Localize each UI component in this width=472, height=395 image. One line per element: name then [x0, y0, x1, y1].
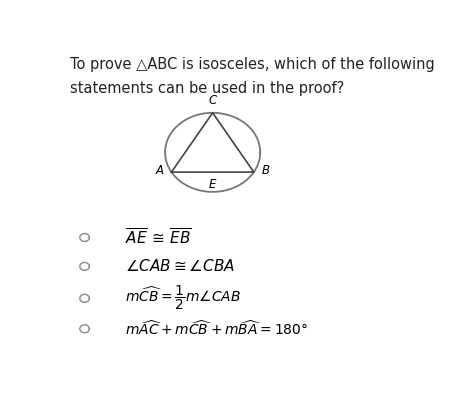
Text: B: B: [262, 164, 270, 177]
Text: To prove △ABC is isosceles, which of the following: To prove △ABC is isosceles, which of the…: [70, 56, 435, 71]
Text: $\angle\mathit{CAB} \cong \angle\mathit{CBA}$: $\angle\mathit{CAB} \cong \angle\mathit{…: [125, 258, 235, 275]
Text: E: E: [209, 178, 216, 190]
Text: A: A: [155, 164, 163, 177]
Text: C: C: [209, 94, 217, 107]
Text: statements can be used in the proof?: statements can be used in the proof?: [70, 81, 344, 96]
Text: $m\widehat{\mathit{CB}} = \dfrac{1}{2}m\angle \mathit{CAB}$: $m\widehat{\mathit{CB}} = \dfrac{1}{2}m\…: [125, 284, 241, 312]
Text: $m\widehat{\mathit{AC}} + m\widehat{\mathit{CB}} + m\widehat{\mathit{BA}} = 180°: $m\widehat{\mathit{AC}} + m\widehat{\mat…: [125, 320, 308, 338]
Text: $\overline{\mathit{AE}}$$\,\cong\,$$\overline{\mathit{EB}}$: $\overline{\mathit{AE}}$$\,\cong\,$$\ove…: [125, 228, 192, 248]
